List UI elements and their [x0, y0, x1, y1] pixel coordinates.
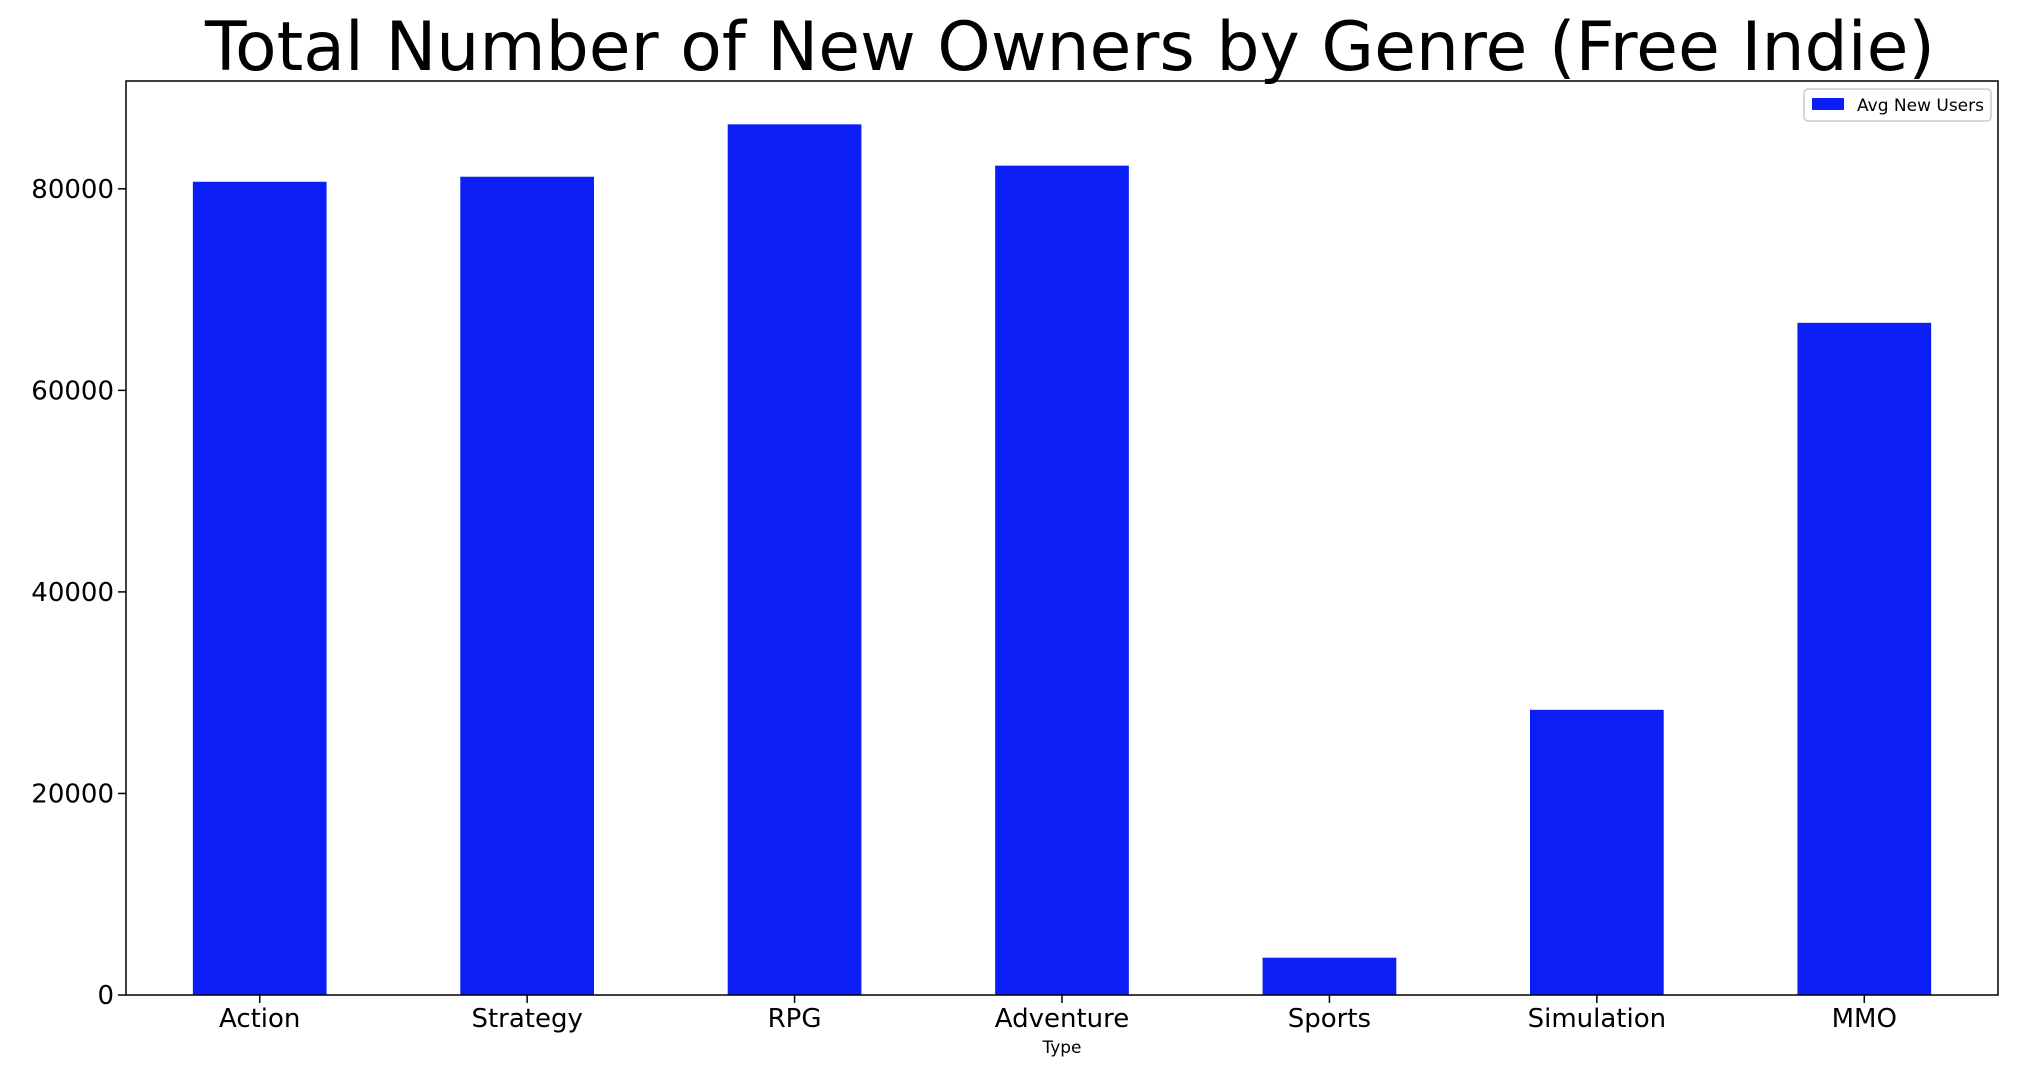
- legend-box: [1803, 88, 1992, 122]
- bar-mmo: [1797, 322, 1932, 995]
- y-tick-label: 40000: [31, 578, 114, 608]
- y-tick-label: 20000: [31, 779, 114, 809]
- x-axis-label: Type: [1041, 1038, 1081, 1058]
- legend: Avg New Users: [1803, 88, 1992, 122]
- x-tick-label: Strategy: [471, 1004, 582, 1034]
- bar-strategy: [460, 176, 594, 996]
- bars-group: [192, 124, 1932, 996]
- bar-action: [192, 181, 327, 995]
- legend-label: Avg New Users: [1857, 96, 1984, 116]
- x-tick-label: Action: [219, 1004, 300, 1034]
- chart-title: Total Number of New Owners by Genre (Fre…: [204, 8, 1935, 87]
- x-tick-label: RPG: [768, 1004, 822, 1034]
- bar-adventure: [995, 165, 1129, 995]
- y-tick-label: 60000: [31, 376, 114, 406]
- x-tick-label: Sports: [1288, 1004, 1371, 1034]
- x-tick-label: Adventure: [995, 1004, 1129, 1034]
- x-axis: Action Strategy RPG Adventure Sports Simulati…: [219, 995, 1897, 1034]
- x-tick-label: Simulation: [1528, 1004, 1667, 1034]
- legend-swatch: [1812, 98, 1844, 110]
- bar-rpg: [727, 124, 862, 996]
- bar-simulation: [1530, 709, 1664, 995]
- y-axis: 0 20000 40000 60000 80000: [31, 175, 126, 1011]
- y-tick-label: 80000: [31, 175, 114, 205]
- y-tick-label: 0: [97, 981, 114, 1011]
- bar-sports: [1262, 957, 1397, 995]
- x-tick-label: MMO: [1832, 1004, 1897, 1034]
